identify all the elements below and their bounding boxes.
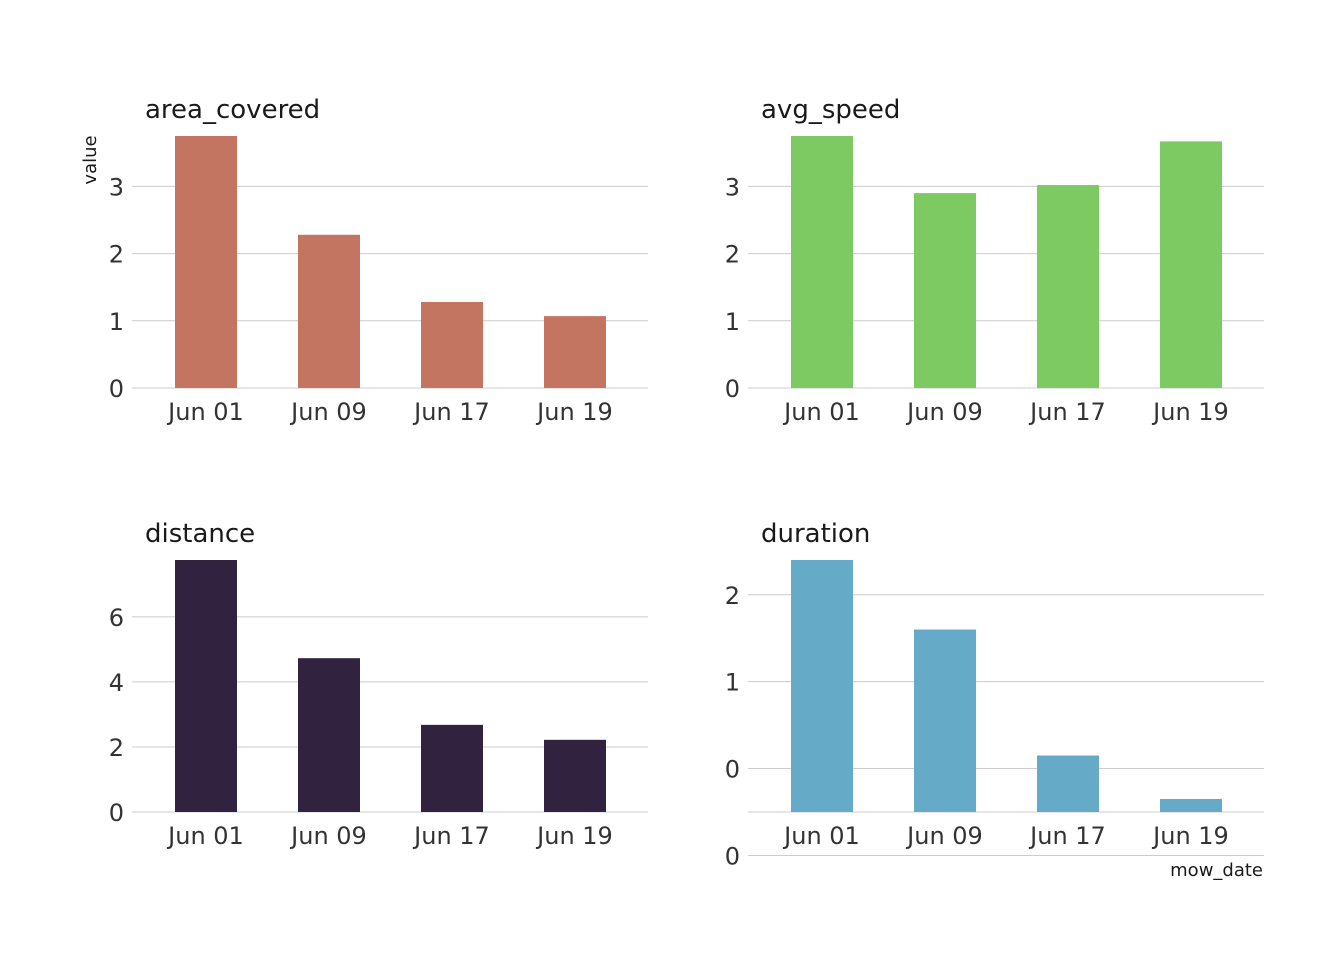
panel-distance: 0 2 4 6 Jun 01 Jun 09 Jun 17 Jun 19 distance	[109, 519, 648, 850]
bar-distance-1	[175, 560, 237, 812]
x-tick-label: Jun 01	[782, 822, 860, 850]
panel-title: distance	[145, 519, 255, 549]
panel-area-covered: 0 1 2 3 Jun 01 Jun 09 Jun 17 Jun 19 area_covered	[109, 95, 648, 426]
panel-duration: 0 0 1 2 Jun 01 Jun 09 Jun 17 Jun 19 duration	[725, 519, 1264, 870]
bar-duration-4	[1160, 798, 1222, 812]
y-tick-label: 1	[725, 308, 740, 336]
bar-area-covered-2	[298, 234, 360, 388]
y-tick-label: 3	[109, 173, 124, 201]
bar-duration-2	[914, 629, 976, 812]
y-tick-label: 6	[109, 604, 124, 632]
y-tick-label: 0	[109, 799, 124, 827]
y-tick-label: 1	[109, 308, 124, 336]
x-tick-label: Jun 01	[782, 398, 860, 426]
y-tick-label: 2	[725, 241, 740, 269]
y-tick-label: 0	[725, 756, 740, 784]
bar-duration-3	[1037, 755, 1099, 812]
y-axis-title: value	[80, 135, 101, 184]
y-tick-label: 0	[725, 842, 740, 870]
x-tick-label: Jun 09	[905, 398, 983, 426]
x-tick-label: Jun 09	[289, 822, 367, 850]
x-tick-label: Jun 01	[166, 398, 244, 426]
y-tick-label: 0	[109, 375, 124, 403]
x-tick-label: Jun 19	[1151, 398, 1229, 426]
x-tick-label: Jun 19	[535, 398, 613, 426]
bar-avg-speed-3	[1037, 185, 1099, 388]
x-tick-label: Jun 19	[535, 822, 613, 850]
x-tick-label: Jun 01	[166, 822, 244, 850]
bar-distance-3	[421, 724, 483, 812]
y-tick-label: 4	[109, 669, 124, 697]
x-tick-label: Jun 09	[289, 398, 367, 426]
x-tick-label: Jun 09	[905, 822, 983, 850]
bar-avg-speed-1	[791, 136, 853, 388]
panel-avg-speed: 0 1 2 3 Jun 01 Jun 09 Jun 17 Jun 19 avg_speed	[725, 95, 1264, 426]
y-tick-label: 2	[109, 734, 124, 762]
bar-distance-2	[298, 658, 360, 812]
panel-title: area_covered	[145, 95, 320, 125]
x-tick-label: Jun 17	[412, 398, 490, 426]
bar-area-covered-4	[544, 316, 606, 388]
x-tick-label: Jun 17	[1028, 822, 1106, 850]
bar-avg-speed-4	[1160, 141, 1222, 388]
y-tick-label: 3	[725, 173, 740, 201]
y-tick-label: 2	[109, 241, 124, 269]
y-tick-label: 1	[725, 669, 740, 697]
bar-avg-speed-2	[914, 193, 976, 388]
y-tick-label: 0	[725, 375, 740, 403]
bar-area-covered-1	[175, 136, 237, 388]
bar-area-covered-3	[421, 301, 483, 388]
panel-title: avg_speed	[761, 95, 900, 125]
x-axis-title: mow_date	[1170, 860, 1263, 881]
x-tick-label: Jun 19	[1151, 822, 1229, 850]
panel-title: duration	[761, 519, 870, 549]
bar-duration-1	[791, 560, 853, 812]
bar-distance-4	[544, 739, 606, 812]
x-tick-label: Jun 17	[412, 822, 490, 850]
x-tick-label: Jun 17	[1028, 398, 1106, 426]
y-tick-label: 2	[725, 582, 740, 610]
